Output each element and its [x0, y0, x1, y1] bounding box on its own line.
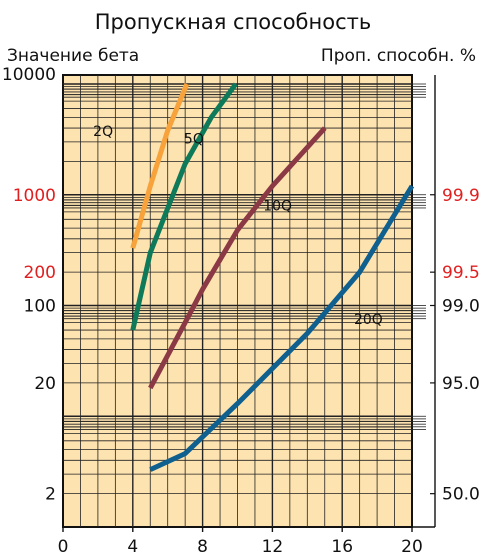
- left-axis-label: Значение бета: [7, 46, 139, 66]
- right-tick-label: 95.0: [442, 374, 480, 394]
- right-tick-label: 50.0: [442, 485, 480, 505]
- chart-title: Пропускная способность: [95, 10, 371, 34]
- left-tick-label: 2: [45, 485, 56, 505]
- left-tick-label: 1000: [13, 186, 56, 206]
- left-tick-label: 20: [34, 374, 56, 394]
- series-line-2Q: [130, 83, 190, 249]
- series-label: 20Q: [354, 312, 383, 328]
- x-tick-label: 20: [401, 537, 423, 554]
- left-tick-label: 100: [24, 297, 56, 317]
- series-group: 2Q 5Q 10Q 20Q: [93, 82, 415, 472]
- x-tick-label: 16: [331, 537, 353, 554]
- right-tick-label: 99.5: [442, 263, 480, 283]
- axes: 0 4 8 12 16 20 10000 1000 200 100 20 2 99.9 99.5 99.0 9…: [2, 65, 480, 554]
- series-label: 10Q: [263, 199, 292, 215]
- right-axis-label: Проп. способн. %: [321, 46, 476, 66]
- series-label: 5Q: [184, 132, 204, 148]
- series-label: 2Q: [93, 124, 113, 140]
- series-line-5Q: [130, 82, 238, 331]
- right-tick-label: 99.9: [442, 186, 480, 206]
- x-tick-label: 4: [127, 537, 138, 554]
- left-tick-label: 10000: [2, 65, 56, 85]
- series-line-20Q: [149, 184, 415, 472]
- left-tick-label: 200: [24, 263, 56, 283]
- series-line-10Q: [148, 126, 327, 390]
- x-tick-label: 12: [262, 537, 284, 554]
- right-tick-label: 99.0: [442, 297, 480, 317]
- x-tick-label: 8: [197, 537, 208, 554]
- x-tick-label: 0: [58, 537, 69, 554]
